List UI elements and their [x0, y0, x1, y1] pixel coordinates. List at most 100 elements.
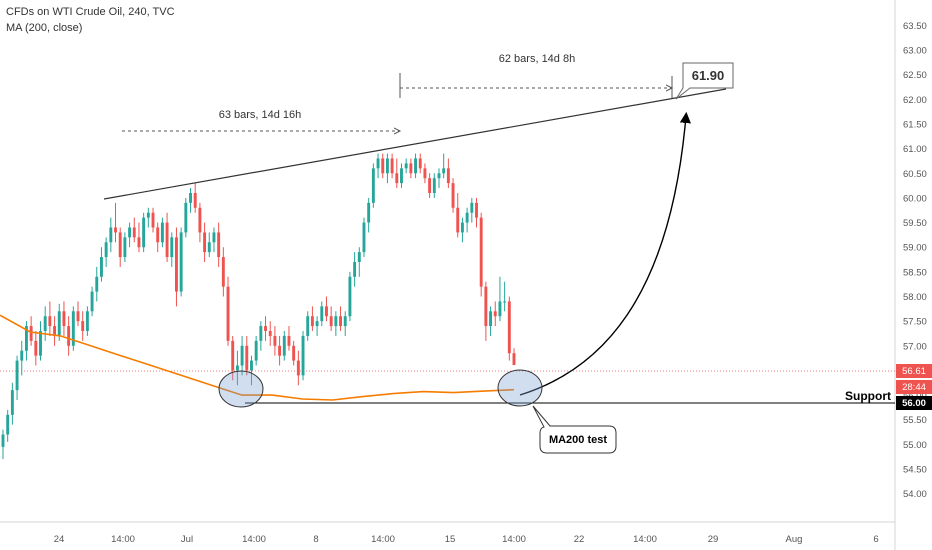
candle-body — [193, 192, 197, 208]
x-tick-label: Aug — [786, 534, 803, 545]
candle-body — [142, 217, 146, 248]
candle-body — [423, 168, 427, 179]
candle-body — [409, 163, 413, 174]
candle-body — [456, 207, 460, 233]
ma200-test-callout — [532, 405, 617, 454]
candle-body — [442, 168, 446, 174]
candle-body — [132, 227, 136, 238]
candle-body — [428, 178, 432, 193]
support-tag-bg — [896, 396, 932, 410]
y-tick-label: 60.00 — [903, 193, 927, 204]
candle-body — [301, 335, 305, 376]
ma-touch-ellipse-1 — [218, 370, 264, 408]
x-tick-label: 24 — [54, 534, 65, 545]
candle-body — [95, 276, 99, 292]
x-tick-label: 14:00 — [242, 534, 266, 545]
candle-body — [329, 316, 333, 327]
candle-body — [217, 232, 221, 258]
candle-body — [226, 286, 230, 341]
candle-body — [292, 345, 296, 361]
candle-body — [240, 345, 244, 366]
candle-body — [465, 212, 469, 223]
candle-body — [503, 301, 507, 303]
price-tag-bg — [896, 364, 932, 378]
x-tick-label: 15 — [445, 534, 456, 545]
candle-body — [339, 316, 342, 327]
candle-body — [85, 311, 89, 332]
candle-body — [493, 311, 497, 317]
x-tick-label: 14:00 — [371, 534, 395, 545]
candle-body — [39, 331, 42, 356]
candle-body — [432, 178, 436, 193]
candle-body — [310, 316, 314, 327]
candle-body — [315, 321, 319, 327]
y-tick-label: 55.00 — [903, 440, 927, 451]
candle-body — [484, 286, 488, 327]
target-label: 61.90 — [692, 68, 725, 83]
x-tick-label: 29 — [708, 534, 719, 545]
candle-body — [376, 158, 380, 169]
price-tag: 56.61 — [902, 366, 926, 377]
y-tick-label: 54.00 — [903, 489, 927, 500]
candle-body — [254, 340, 258, 361]
candle-body — [71, 311, 75, 346]
candle-body — [156, 227, 160, 243]
candle-body — [353, 262, 357, 277]
candle-body — [90, 291, 94, 312]
candle-body — [348, 276, 352, 317]
countdown-tag-bg — [896, 380, 932, 394]
candle-body — [128, 227, 132, 238]
candle-body — [371, 168, 375, 203]
candle-body — [287, 335, 291, 346]
ma200-line — [0, 314, 515, 401]
candle-body — [489, 311, 493, 327]
candle-body — [498, 301, 502, 317]
x-tick-label: 8 — [313, 534, 318, 545]
candle-body — [29, 326, 33, 341]
candle-body — [278, 345, 282, 356]
y-tick-label: 58.50 — [903, 267, 927, 278]
candle-body — [334, 316, 338, 327]
candle-body — [160, 222, 164, 243]
candle-body — [67, 326, 71, 346]
candle-body — [446, 168, 450, 184]
candle-body — [15, 360, 19, 391]
candle-body — [170, 237, 174, 258]
candle-body — [325, 306, 328, 317]
candle-body — [99, 257, 103, 277]
candle-body — [123, 237, 127, 258]
resistance-trendline — [103, 88, 727, 200]
candle-body — [404, 163, 408, 169]
y-tick-label: 60.50 — [903, 169, 927, 180]
candle-body — [245, 345, 249, 371]
candle-body — [418, 158, 422, 169]
candle-body — [231, 340, 235, 371]
candle-body — [53, 326, 57, 336]
candle-body — [137, 237, 141, 248]
candle-body — [282, 335, 286, 356]
candle-body — [296, 360, 300, 376]
candle-body — [475, 202, 478, 218]
candle-body — [273, 335, 277, 346]
candle-body — [81, 321, 85, 332]
candle-body — [470, 202, 474, 213]
y-tick-label: 54.50 — [903, 465, 927, 476]
candle-body — [268, 331, 272, 336]
candle-body — [179, 232, 183, 292]
y-tick-label: 63.00 — [903, 46, 927, 57]
candle-body — [109, 227, 113, 243]
candle-body — [264, 326, 267, 332]
ma200-test-label: MA200 test — [549, 434, 607, 446]
candle-body — [114, 227, 117, 233]
candle-body — [367, 202, 371, 223]
candle-body — [212, 232, 216, 243]
x-tick-label: 14:00 — [502, 534, 526, 545]
candle-body — [259, 326, 263, 341]
candle-body — [437, 173, 441, 179]
candle-body — [43, 316, 47, 332]
chart-title: CFDs on WTI Crude Oil, 240, TVC — [6, 6, 175, 18]
target-callout — [675, 62, 734, 100]
y-tick-label: 59.50 — [903, 218, 927, 229]
support-label: Support — [845, 389, 891, 403]
